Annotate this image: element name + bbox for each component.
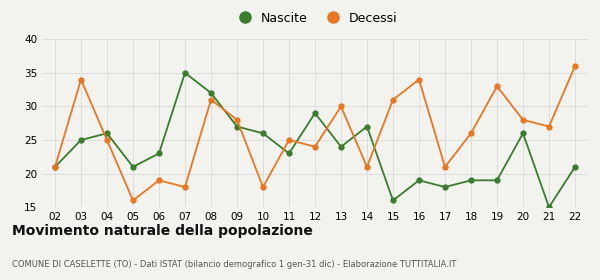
Decessi [181,185,188,189]
Nascite [467,179,475,182]
Decessi [311,145,319,148]
Legend: Nascite, Decessi: Nascite, Decessi [227,7,403,30]
Nascite [259,132,266,135]
Decessi [259,185,266,189]
Nascite [208,91,215,95]
Nascite [286,152,293,155]
Decessi [389,98,397,101]
Line: Nascite: Nascite [53,70,577,210]
Decessi [286,138,293,142]
Nascite [130,165,137,169]
Nascite [103,132,110,135]
Nascite [77,138,85,142]
Nascite [415,179,422,182]
Decessi [493,85,500,88]
Nascite [337,145,344,148]
Decessi [52,165,59,169]
Nascite [155,152,163,155]
Nascite [493,179,500,182]
Nascite [520,132,527,135]
Nascite [181,71,188,74]
Nascite [364,125,371,128]
Decessi [415,78,422,81]
Decessi [520,118,527,122]
Decessi [77,78,85,81]
Decessi [130,199,137,202]
Decessi [208,98,215,101]
Decessi [442,165,449,169]
Nascite [311,111,319,115]
Nascite [442,185,449,189]
Text: Movimento naturale della popolazione: Movimento naturale della popolazione [12,224,313,238]
Nascite [389,199,397,202]
Decessi [155,179,163,182]
Line: Decessi: Decessi [53,64,577,203]
Nascite [52,165,59,169]
Decessi [571,64,578,68]
Decessi [233,118,241,122]
Decessi [467,132,475,135]
Nascite [571,165,578,169]
Text: COMUNE DI CASELETTE (TO) - Dati ISTAT (bilancio demografico 1 gen-31 dic) - Elab: COMUNE DI CASELETTE (TO) - Dati ISTAT (b… [12,260,457,269]
Decessi [364,165,371,169]
Nascite [545,206,553,209]
Decessi [337,105,344,108]
Decessi [103,138,110,142]
Decessi [545,125,553,128]
Nascite [233,125,241,128]
